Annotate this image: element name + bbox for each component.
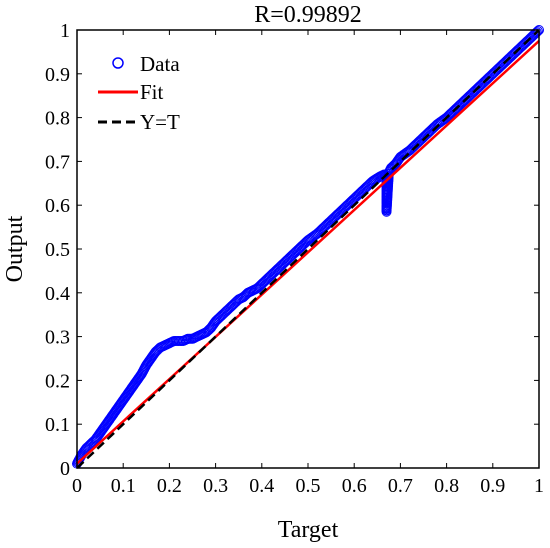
x-tick-label: 0.9 — [480, 475, 505, 497]
x-tick-label: 0.7 — [388, 475, 413, 497]
y-tick-label: 0.9 — [45, 64, 70, 86]
x-axis: 0 0.1 0.2 0.3 0.4 0.5 0.6 0.7 0.8 0.9 1 — [72, 30, 544, 497]
chart-title: R=0.99892 — [254, 2, 362, 28]
x-tick-label: 0.5 — [296, 475, 321, 497]
line-series — [76, 29, 540, 469]
y-tick-label: 0.3 — [45, 327, 70, 349]
x-tick-label: 0 — [72, 475, 82, 497]
data-point — [532, 26, 543, 37]
legend: Data Fit Y=T — [98, 52, 180, 134]
y-tick-label: 0.5 — [45, 239, 70, 261]
legend-marker-data — [112, 57, 124, 69]
series-line-yt — [76, 29, 540, 469]
y-tick-label: 0.4 — [45, 283, 70, 305]
y-tick-label: 0.1 — [45, 414, 70, 436]
y-axis: 0 0.1 0.2 0.3 0.4 0.5 0.6 0.7 0.8 0.9 1 — [45, 20, 539, 480]
y-tick-label: 0.2 — [45, 370, 70, 392]
x-tick-label: 0.6 — [342, 475, 367, 497]
x-axis-label: Target — [278, 517, 339, 543]
y-tick-label: 0.7 — [45, 151, 70, 173]
data-point — [530, 28, 541, 39]
y-tick-label: 0.8 — [45, 108, 70, 130]
legend-label-yt: Y=T — [140, 110, 180, 134]
y-tick-label: 1 — [60, 20, 70, 42]
series-line-fit — [76, 40, 540, 465]
x-tick-label: 0.3 — [203, 475, 228, 497]
x-tick-label: 0.8 — [434, 475, 459, 497]
x-tick-label: 0.4 — [249, 475, 274, 497]
data-point — [531, 27, 542, 38]
y-axis-label: Output — [2, 215, 28, 282]
x-tick-label: 1 — [534, 475, 544, 497]
x-tick-label: 0.1 — [111, 475, 136, 497]
y-tick-label: 0 — [60, 458, 70, 480]
y-tick-label: 0.6 — [45, 195, 70, 217]
data-series — [72, 25, 544, 469]
legend-label-data: Data — [140, 52, 180, 76]
x-tick-label: 0.2 — [157, 475, 182, 497]
legend-label-fit: Fit — [140, 80, 164, 104]
